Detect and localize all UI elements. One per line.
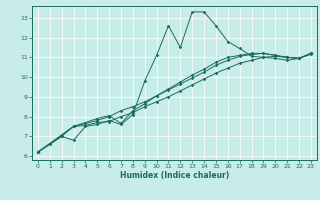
X-axis label: Humidex (Indice chaleur): Humidex (Indice chaleur) <box>120 171 229 180</box>
